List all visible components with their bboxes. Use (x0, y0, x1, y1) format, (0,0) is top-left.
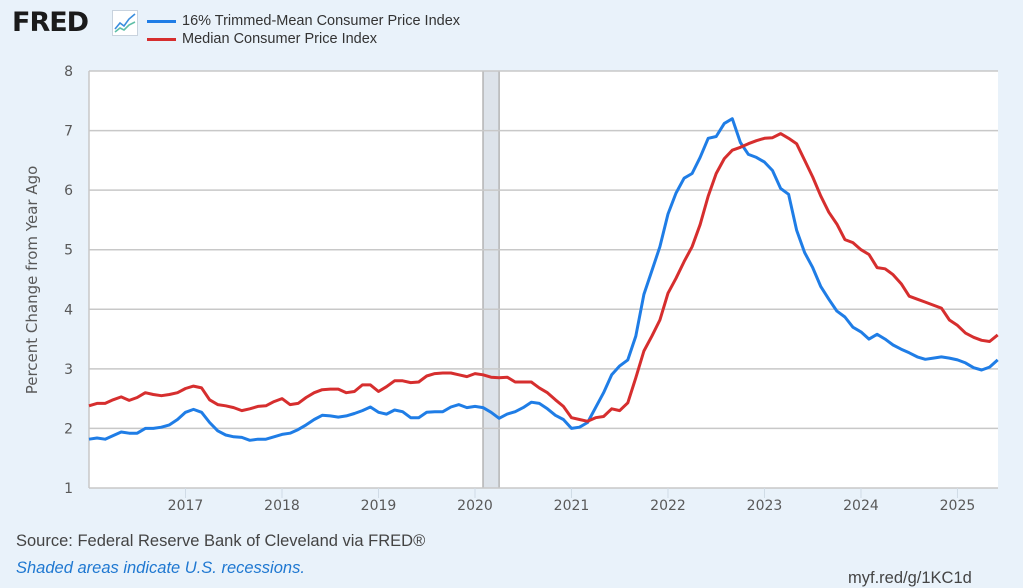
x-tick-label: 2022 (650, 498, 686, 514)
chart-legend: 16% Trimmed-Mean Consumer Price Index Me… (147, 12, 460, 48)
x-tick-label: 2020 (457, 498, 493, 514)
line-chart-icon[interactable] (112, 10, 138, 36)
legend-swatch-median (147, 37, 176, 41)
x-tick-label: 2024 (843, 498, 879, 514)
x-tick-label: 2017 (168, 498, 204, 514)
x-tick-label: 2018 (264, 498, 300, 514)
y-tick-label: 5 (64, 243, 73, 259)
legend-swatch-trimmed-mean (147, 19, 176, 23)
y-tick-label: 4 (64, 302, 73, 318)
x-tick-label: 2019 (361, 498, 397, 514)
y-tick-label: 2 (64, 421, 73, 437)
x-tick-label: 2023 (747, 498, 783, 514)
recession-band (483, 71, 500, 488)
y-axis-title: Percent Change from Year Ago (23, 166, 41, 395)
fred-logo[interactable]: FRED (12, 7, 89, 38)
y-tick-label: 3 (64, 362, 73, 378)
y-tick-label: 1 (64, 481, 73, 497)
x-tick-label: 2021 (554, 498, 590, 514)
y-tick-label: 6 (64, 183, 73, 199)
y-tick-label: 8 (64, 64, 73, 80)
series-line-trimmed-mean (88, 117, 999, 442)
series-line-median (88, 132, 999, 423)
legend-item-median[interactable]: Median Consumer Price Index (147, 30, 460, 48)
x-tick-label: 2025 (940, 498, 976, 514)
legend-label-trimmed-mean: 16% Trimmed-Mean Consumer Price Index (182, 13, 461, 29)
y-tick-label: 7 (64, 124, 73, 140)
plot-area (89, 71, 998, 488)
legend-label-median: Median Consumer Price Index (182, 31, 378, 47)
source-note: Source: Federal Reserve Bank of Clevelan… (16, 532, 426, 550)
recession-note[interactable]: Shaded areas indicate U.S. recessions. (16, 559, 305, 577)
legend-item-trimmed-mean[interactable]: 16% Trimmed-Mean Consumer Price Index (147, 12, 460, 30)
short-url[interactable]: myf.red/g/1KC1d (848, 569, 972, 587)
